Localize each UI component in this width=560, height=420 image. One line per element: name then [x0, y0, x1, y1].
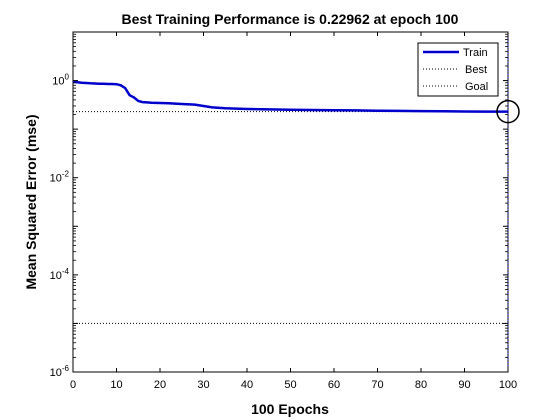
- train-series-line: [72, 80, 508, 113]
- x-tick-label: 70: [371, 379, 383, 391]
- x-tick-label: 100: [499, 379, 517, 391]
- x-tick-label: 50: [284, 379, 296, 391]
- best-point-marker: [496, 99, 520, 124]
- y-tick-label: 100: [52, 73, 69, 88]
- x-axis-label: 100 Epochs: [251, 401, 329, 417]
- x-tick-label: 90: [458, 379, 470, 391]
- chart-title: Best Training Performance is 0.22962 at …: [122, 11, 459, 27]
- legend-goal-label: Goal: [465, 81, 488, 93]
- legend-train-label: Train: [463, 47, 488, 59]
- y-axis-ticks: 100 10-2 10-4 10-6: [50, 31, 508, 379]
- x-tick-label: 60: [328, 379, 340, 391]
- x-tick-label: 20: [154, 379, 166, 391]
- x-tick-label: 80: [415, 379, 427, 391]
- x-tick-label: 10: [110, 379, 122, 391]
- x-tick-label: 30: [197, 379, 209, 391]
- legend: Train Best Goal: [417, 42, 499, 97]
- x-tick-label: 40: [241, 379, 253, 391]
- legend-best-label: Best: [465, 64, 487, 76]
- y-tick-label: 10-2: [50, 170, 70, 185]
- x-axis-ticks: 0 10 20 30 40 50 60 70 80 90 100: [70, 32, 517, 391]
- y-tick-label: 10-4: [50, 267, 70, 282]
- y-axis-label: Mean Squared Error (mse): [23, 114, 39, 289]
- y-tick-label: 10-6: [50, 364, 70, 379]
- x-tick-label: 0: [70, 379, 76, 391]
